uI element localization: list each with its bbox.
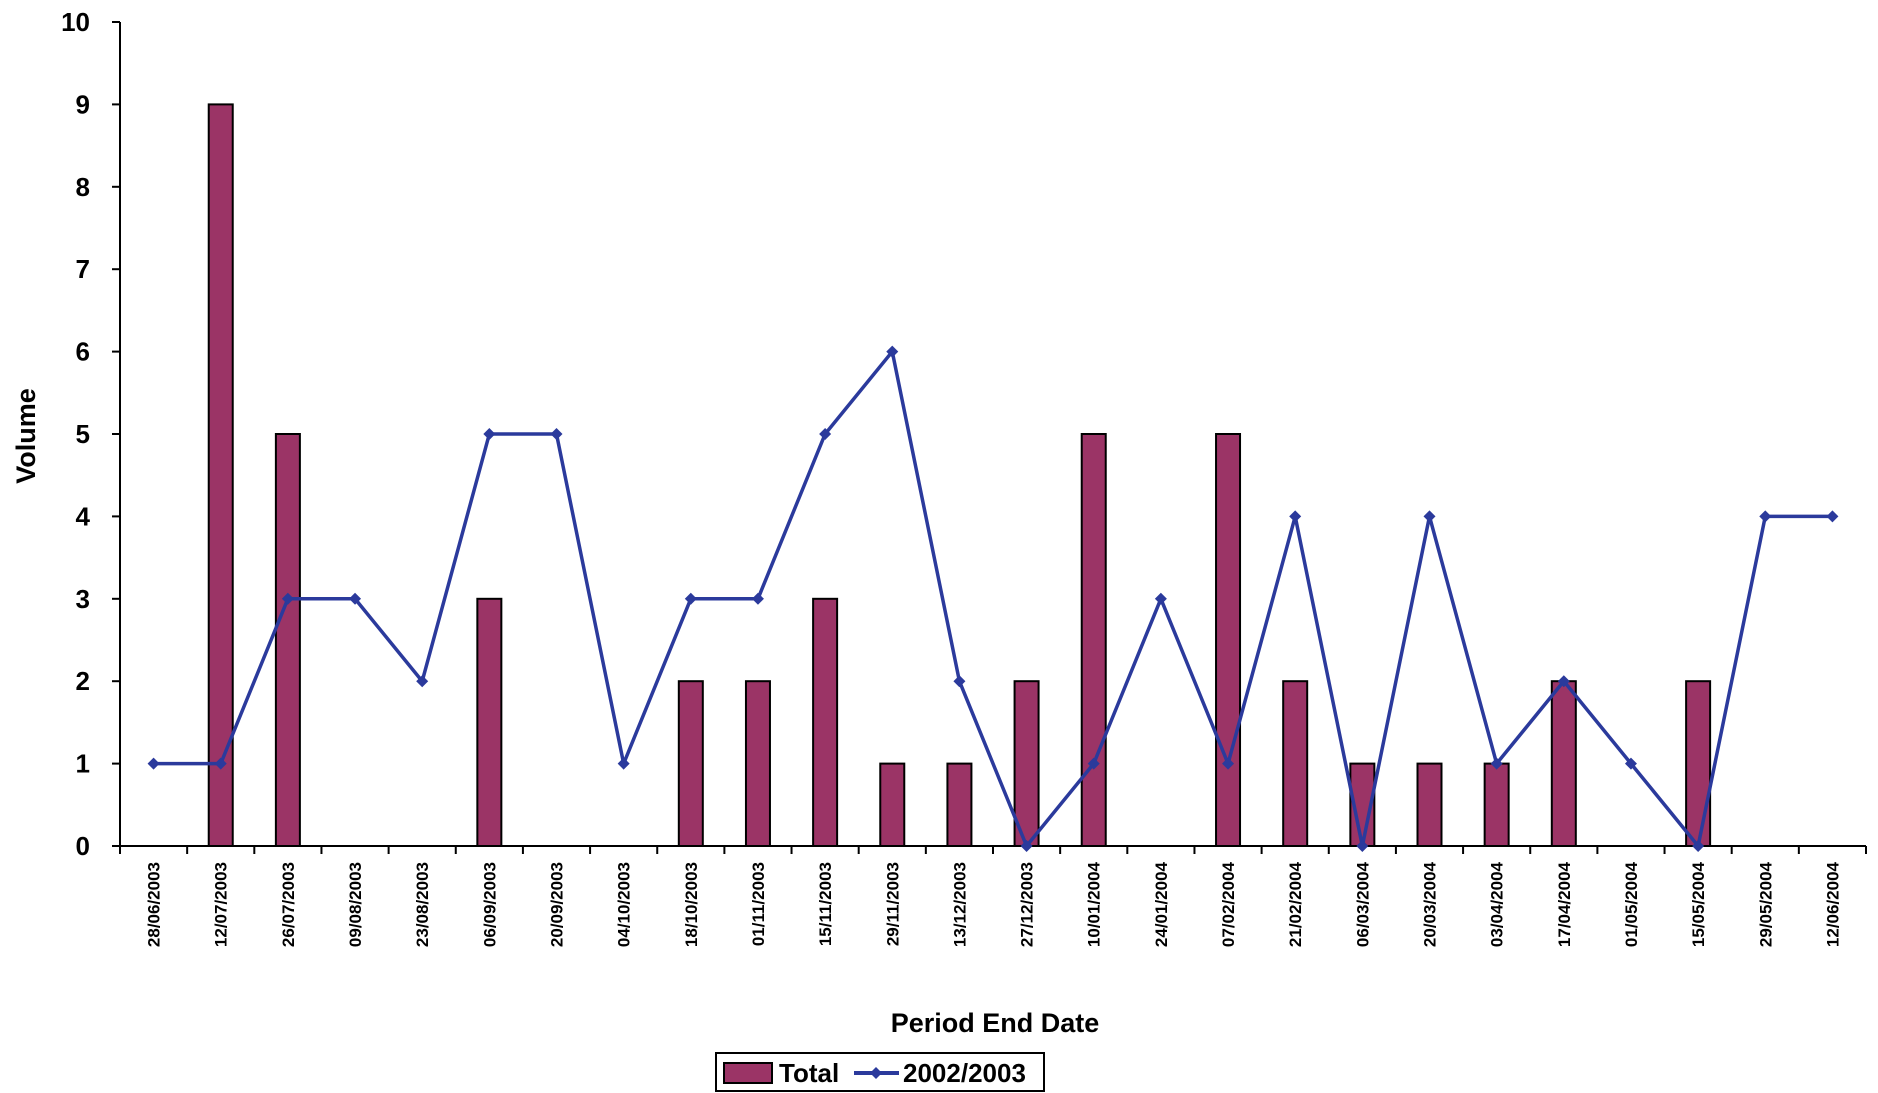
y-tick-label: 9 — [76, 89, 90, 119]
x-tick-label: 27/12/2003 — [1018, 862, 1037, 947]
line-point-2002-2003 — [147, 757, 160, 770]
x-tick-label: 20/03/2004 — [1421, 861, 1440, 947]
line-point-2002-2003 — [1423, 510, 1436, 523]
y-tick-label: 2 — [76, 666, 90, 696]
line-point-2002-2003 — [886, 345, 899, 358]
line-point-2002-2003 — [416, 675, 429, 688]
line-point-2002-2003 — [751, 592, 764, 605]
line-series-2002-2003 — [147, 345, 1839, 852]
x-tick-label: 20/09/2003 — [548, 862, 567, 947]
x-tick-label: 12/07/2003 — [212, 862, 231, 947]
bar-total — [812, 597, 839, 847]
x-tick-label: 24/01/2004 — [1152, 861, 1171, 947]
line-point-2002-2003 — [953, 675, 966, 688]
line-point-2002-2003 — [684, 592, 697, 605]
x-tick-label: 03/04/2004 — [1488, 861, 1507, 947]
x-tick-label: 29/05/2004 — [1756, 861, 1775, 947]
line-point-2002-2003 — [1557, 675, 1570, 688]
y-tick-label: 3 — [76, 584, 90, 614]
y-tick-label: 8 — [76, 172, 90, 202]
y-tick-label: 0 — [76, 831, 90, 861]
line-point-2002-2003 — [819, 428, 832, 440]
legend-label-2002-2003: 2002/2003 — [903, 1058, 1026, 1088]
bar-total — [879, 762, 906, 847]
x-tick-label: 13/12/2003 — [950, 862, 969, 947]
x-axis-title: Period End Date — [891, 1008, 1100, 1038]
y-tick-label: 4 — [76, 501, 91, 531]
plot-area — [119, 22, 1866, 847]
x-tick-label: 06/09/2003 — [480, 862, 499, 947]
x-axis-ticks: 28/06/2003 12/07/2003 26/07/2003 09/08/2003… — [119, 846, 1867, 947]
y-tick-label: 10 — [61, 7, 90, 37]
y-tick-label: 5 — [76, 419, 90, 449]
line-point-2002-2003 — [1020, 840, 1033, 852]
bar-total — [1685, 680, 1712, 848]
line-point-2002-2003 — [1692, 840, 1705, 852]
bar-series-total — [207, 103, 1712, 848]
line-point-2002-2003 — [1826, 510, 1839, 523]
line-point-2002-2003 — [483, 428, 496, 440]
line-point-2002-2003 — [550, 428, 563, 440]
bar-total — [1282, 680, 1309, 848]
line-point-2002-2003 — [1759, 510, 1772, 523]
bar-total — [274, 433, 301, 847]
line-point-2002-2003 — [214, 757, 227, 770]
bar-total — [677, 680, 704, 848]
x-tick-label: 01/11/2003 — [749, 862, 768, 946]
x-tick-label: 01/05/2004 — [1622, 861, 1641, 947]
line-point-2002-2003 — [349, 592, 362, 605]
x-tick-label: 15/05/2004 — [1689, 861, 1708, 947]
line-point-2002-2003 — [1624, 757, 1637, 770]
bar-total — [1013, 680, 1040, 848]
y-tick-label: 7 — [76, 254, 90, 284]
line-point-2002-2003 — [281, 592, 294, 605]
bar-total — [946, 762, 973, 847]
line-point-2002-2003 — [617, 757, 630, 770]
x-tick-label: 06/03/2004 — [1353, 861, 1372, 947]
legend-marker-2002-2003 — [870, 1067, 882, 1079]
bar-total — [1080, 433, 1107, 847]
x-tick-label: 17/04/2004 — [1555, 861, 1574, 947]
x-tick-label: 29/11/2003 — [883, 862, 902, 946]
bar-total — [476, 597, 503, 847]
x-tick-label: 04/10/2003 — [615, 862, 634, 947]
line-point-2002-2003 — [1289, 510, 1302, 523]
bar-total — [1215, 433, 1242, 847]
bar-total — [1483, 762, 1510, 847]
y-axis-title: Volume — [11, 388, 41, 484]
line-point-2002-2003 — [1154, 592, 1167, 605]
x-tick-label: 15/11/2003 — [816, 862, 835, 946]
x-tick-label: 10/01/2004 — [1085, 861, 1104, 947]
bar-total — [744, 680, 771, 848]
bar-total — [1550, 680, 1577, 848]
legend: Total 2002/2003 — [715, 1052, 1045, 1092]
line-point-2002-2003 — [1222, 757, 1235, 770]
line-point-2002-2003 — [1356, 840, 1369, 852]
bar-total — [1416, 762, 1443, 847]
x-tick-label: 21/02/2004 — [1286, 861, 1305, 947]
line-path-2002-2003 — [153, 347, 1833, 850]
x-tick-label: 12/06/2004 — [1823, 861, 1842, 947]
bar-total — [207, 103, 234, 847]
y-tick-label: 1 — [76, 749, 90, 779]
x-tick-label: 18/10/2003 — [682, 862, 701, 947]
line-point-2002-2003 — [1087, 757, 1100, 770]
x-tick-label: 23/08/2003 — [413, 862, 432, 947]
x-tick-label: 28/06/2003 — [145, 862, 164, 947]
line-point-2002-2003 — [1490, 757, 1503, 770]
legend-label-total: Total — [779, 1058, 839, 1088]
y-axis-ticks: 0 1 2 3 4 5 6 7 8 9 10 — [61, 7, 120, 861]
x-tick-label: 09/08/2003 — [346, 862, 365, 947]
y-tick-label: 6 — [76, 337, 90, 367]
x-tick-label: 26/07/2003 — [279, 862, 298, 947]
x-tick-label: 07/02/2004 — [1219, 861, 1238, 947]
legend-swatch-total — [723, 1062, 773, 1084]
